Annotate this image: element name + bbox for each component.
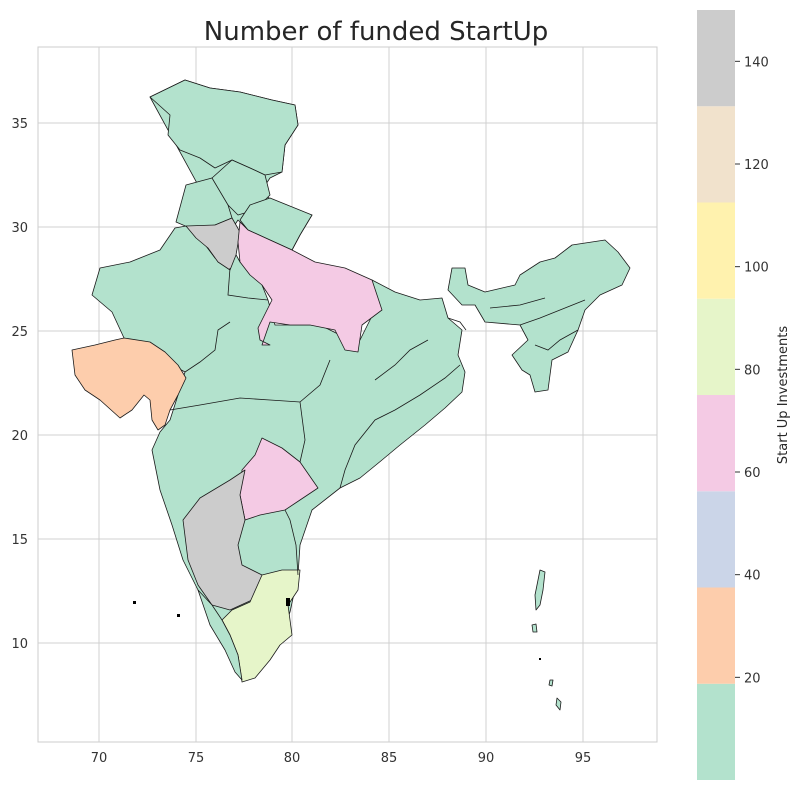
region-islands-small-1 [531, 623, 538, 633]
colorbar-tick-label: 100 [744, 261, 769, 276]
x-tick-label: 70 [91, 751, 108, 766]
colorbar-tick-label: 140 [744, 55, 769, 70]
colorbar-label: Start Up Investments [776, 326, 791, 464]
colorbar-bin [697, 587, 735, 684]
region-kerala [197, 589, 243, 681]
y-axis-ticks: 10 15 20 25 30 35 [11, 117, 28, 652]
x-tick-label: 95 [575, 751, 592, 766]
colorbar-tick-label: 20 [744, 671, 761, 686]
colorbar-bin [697, 202, 735, 299]
y-tick-label: 15 [11, 533, 28, 548]
y-tick-label: 30 [11, 221, 28, 236]
colorbar-bin [697, 10, 735, 107]
region-islands-dot [539, 658, 541, 660]
region-northeast [447, 239, 631, 393]
chart-title: Number of funded StartUp [204, 17, 548, 47]
colorbar-bin [697, 298, 735, 395]
region-puducherry [286, 598, 290, 606]
colorbar-tick-label: 120 [744, 158, 769, 173]
india-map [71, 79, 631, 711]
state-borders [169, 267, 586, 576]
region-andaman-islands [534, 569, 546, 611]
y-tick-label: 25 [11, 325, 28, 340]
region-gujarat [71, 337, 187, 431]
region-jk [149, 79, 299, 176]
region-delhi-haryana [185, 217, 241, 271]
colorbar-tick-label: 40 [744, 569, 761, 584]
x-tick-label: 85 [381, 751, 398, 766]
region-tamil-nadu [221, 569, 301, 683]
region-lakshadweep-1 [133, 601, 136, 604]
x-tick-label: 75 [188, 751, 205, 766]
y-tick-label: 35 [11, 117, 28, 132]
region-islands-small-2 [548, 679, 554, 687]
region-nicobar [555, 697, 562, 711]
y-tick-label: 20 [11, 429, 28, 444]
region-telangana [239, 437, 319, 521]
colorbar-bin [697, 106, 735, 203]
x-tick-label: 90 [478, 751, 495, 766]
colorbar-ticks: 20 40 60 80 100 120 140 [735, 55, 769, 686]
region-lakshadweep-2 [177, 614, 180, 617]
y-tick-label: 10 [11, 637, 28, 652]
colorbar-bin [697, 683, 735, 780]
x-axis-ticks: 70 75 80 85 90 95 [91, 751, 592, 766]
x-tick-label: 80 [284, 751, 301, 766]
region-uttar-pradesh [237, 221, 383, 353]
colorbar-bin [697, 395, 735, 492]
colorbar: 20 40 60 80 100 120 140 Start Up Investments [697, 10, 791, 780]
colorbar-tick-label: 80 [744, 363, 761, 378]
colorbar-bin [697, 491, 735, 588]
colorbar-tick-label: 60 [744, 466, 761, 481]
region-karnataka [182, 469, 269, 611]
colorbar-bins [697, 10, 735, 780]
